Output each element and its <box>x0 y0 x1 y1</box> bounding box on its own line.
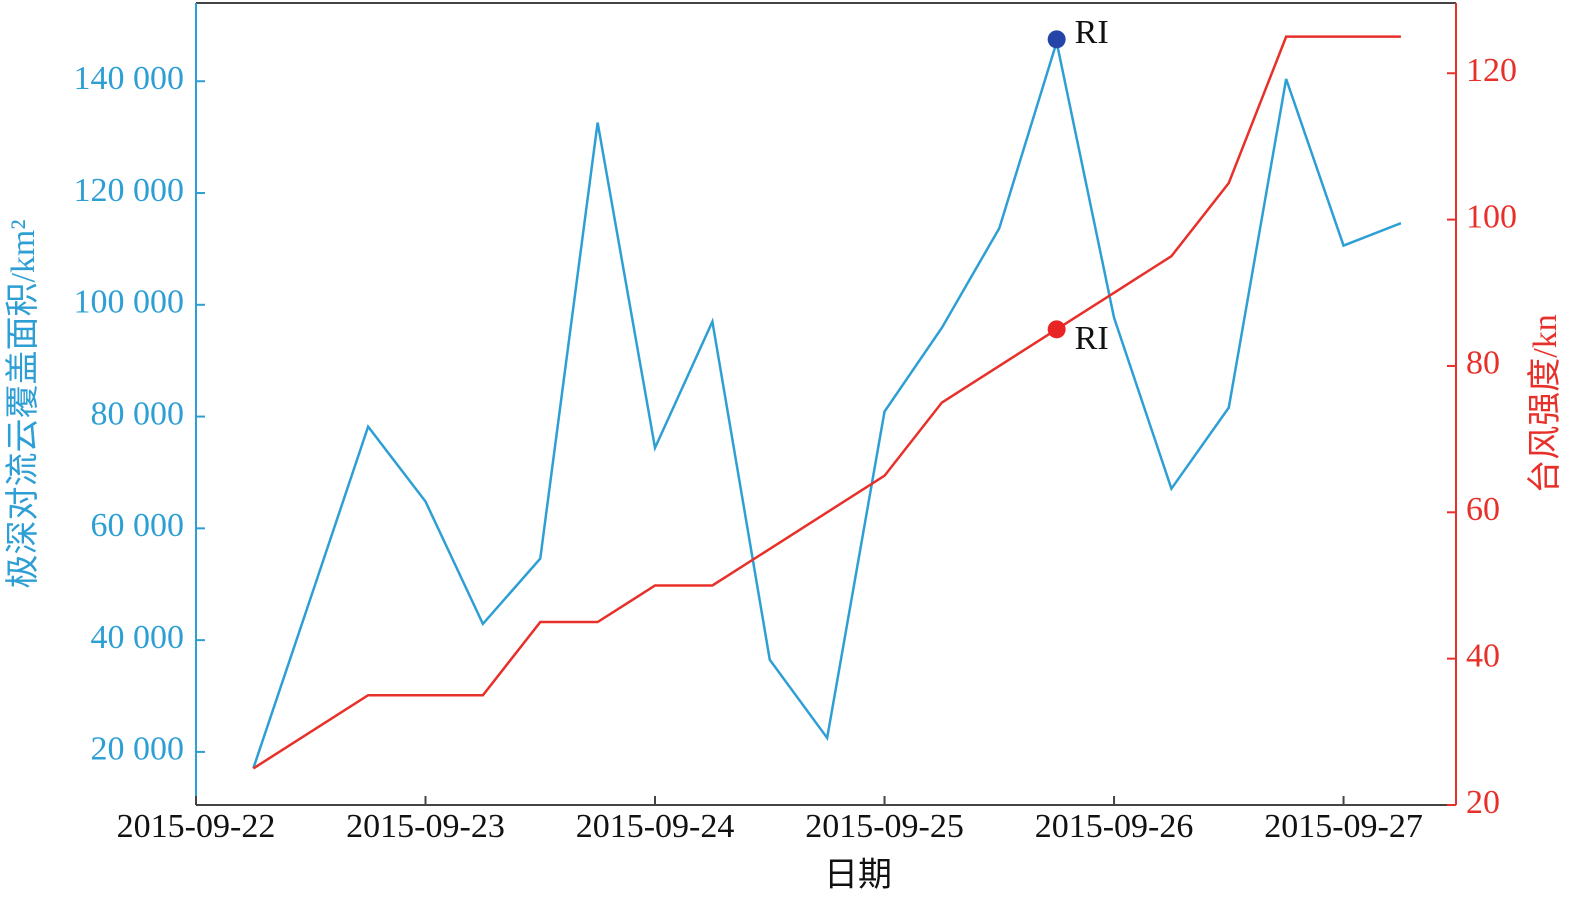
series-line <box>252 41 1402 769</box>
y2-tick-label: 60 <box>1466 491 1500 528</box>
x-tick-label: 2015-09-22 <box>117 808 276 845</box>
y-tick-label: 80 000 <box>91 395 185 432</box>
x-axis-label: 日期 <box>824 857 892 894</box>
x-tick-label: 2015-09-24 <box>576 808 735 845</box>
x-tick-label: 2015-09-25 <box>805 808 964 845</box>
y-tick-label: 40 000 <box>91 619 185 656</box>
annotation-label: RI <box>1075 320 1109 357</box>
y-tick-label: 60 000 <box>91 507 185 544</box>
annotation-marker <box>1047 320 1066 339</box>
y-tick-label: 20 000 <box>91 731 185 768</box>
x-tick-label: 2015-09-23 <box>346 808 505 845</box>
series-line <box>252 35 1401 770</box>
y2-axis-label: 台风强度/kn <box>1526 314 1564 493</box>
y2-tick-label: 100 <box>1466 198 1517 235</box>
y-tick-label: 100 000 <box>74 284 185 321</box>
y2-tick-label: 40 <box>1466 637 1500 674</box>
y-axis-label: 极深对流云覆盖面积/km² <box>4 219 42 588</box>
y2-tick-label: 120 <box>1466 52 1517 89</box>
annotation-label: RI <box>1075 14 1109 51</box>
y2-tick-label: 80 <box>1466 345 1500 382</box>
y2-tick-label: 20 <box>1466 784 1500 821</box>
x-tick-label: 2015-09-27 <box>1264 808 1423 845</box>
annotation-marker <box>1047 30 1066 49</box>
y-tick-label: 140 000 <box>74 60 185 97</box>
x-tick-label: 2015-09-26 <box>1035 808 1194 845</box>
y-tick-label: 120 000 <box>74 172 185 209</box>
